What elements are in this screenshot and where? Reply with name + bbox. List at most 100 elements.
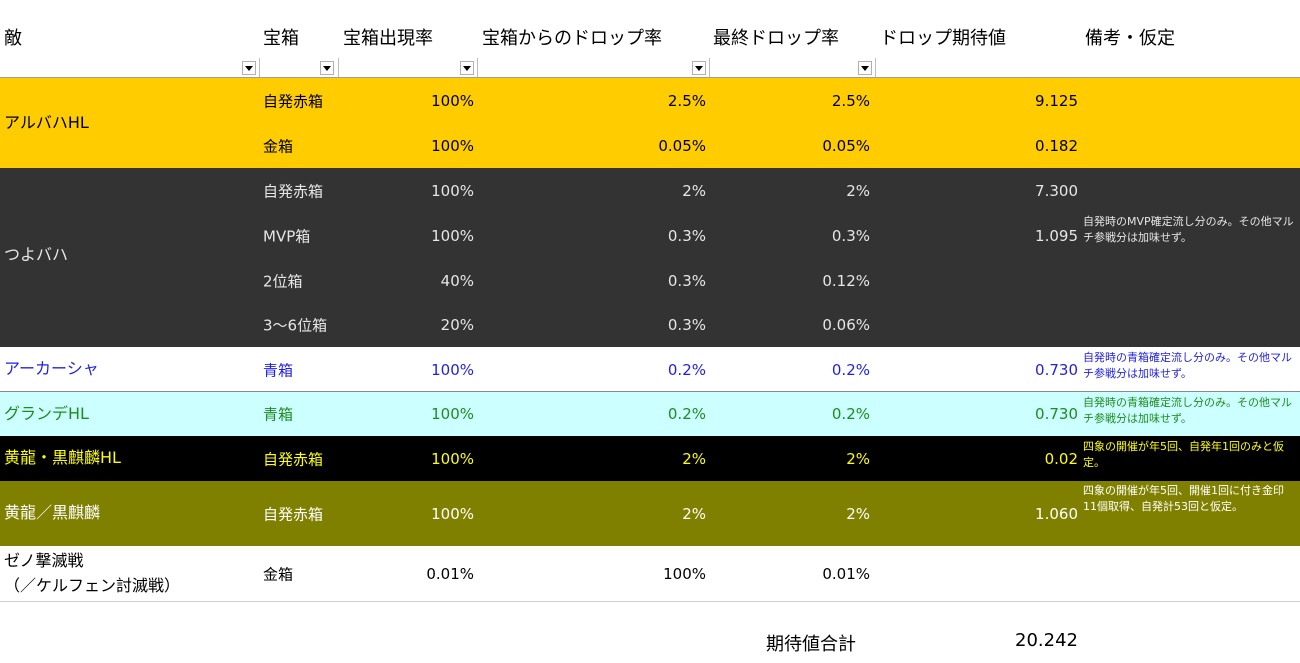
- cell-box[interactable]: 金箱: [263, 135, 293, 156]
- cell-notes[interactable]: 自発時の青箱確定流し分のみ。その他マルチ参戦分は加味せず。: [1083, 395, 1295, 427]
- cell-notes[interactable]: 自発時の青箱確定流し分のみ。その他マルチ参戦分は加味せず。: [1083, 350, 1295, 382]
- cell-expected[interactable]: 0.182: [1035, 137, 1078, 155]
- cell-notes[interactable]: 四象の開催が年5回、自発年1回のみと仮定。: [1083, 439, 1295, 471]
- chevron-down-icon: [695, 66, 703, 71]
- header-appear-rate[interactable]: 宝箱出現率: [343, 24, 433, 50]
- cell-appear-rate[interactable]: 20%: [441, 316, 474, 334]
- filter-dropdown-enemy[interactable]: [242, 61, 256, 75]
- cell-drop-rate[interactable]: 2%: [682, 450, 706, 468]
- group-akasha: アーカーシャ 青箱 100% 0.2% 0.2% 0.730 自発時の青箱確定流…: [0, 347, 1300, 392]
- cell-final-rate[interactable]: 0.05%: [822, 137, 870, 155]
- table-row[interactable]: 3〜6位箱 20% 0.3% 0.06%: [0, 302, 1300, 347]
- table-row[interactable]: 自発赤箱 100% 2.5% 2.5% 9.125: [0, 78, 1300, 123]
- chevron-down-icon: [861, 66, 869, 71]
- table-row[interactable]: 金箱 0.01% 100% 0.01%: [0, 551, 1300, 596]
- enemy-name[interactable]: 黄龍／黒麒麟: [4, 502, 100, 524]
- total-label[interactable]: 期待値合計: [766, 630, 856, 656]
- cell-appear-rate[interactable]: 100%: [431, 505, 474, 523]
- total-divider: [0, 601, 1300, 602]
- cell-appear-rate[interactable]: 100%: [431, 450, 474, 468]
- cell-box[interactable]: 自発赤箱: [263, 448, 323, 469]
- filter-dropdown-final-rate[interactable]: [858, 61, 872, 75]
- header-final-rate[interactable]: 最終ドロップ率: [713, 24, 839, 50]
- header-notes[interactable]: 備考・仮定: [1085, 24, 1175, 50]
- cell-drop-rate[interactable]: 100%: [663, 565, 706, 583]
- header-enemy[interactable]: 敵: [4, 24, 22, 50]
- cell-final-rate[interactable]: 2%: [846, 182, 870, 200]
- table-row[interactable]: 2位箱 40% 0.3% 0.12%: [0, 258, 1300, 303]
- cell-box[interactable]: 自発赤箱: [263, 180, 323, 201]
- cell-appear-rate[interactable]: 100%: [431, 405, 474, 423]
- cell-expected[interactable]: 9.125: [1035, 92, 1078, 110]
- filter-dropdown-drop-rate[interactable]: [692, 61, 706, 75]
- cell-drop-rate[interactable]: 0.3%: [668, 316, 706, 334]
- cell-expected[interactable]: 0.730: [1035, 361, 1078, 379]
- group-alba-hl: アルバハHL 自発赤箱 100% 2.5% 2.5% 9.125 金箱 100%…: [0, 78, 1300, 168]
- column-divider: [875, 58, 876, 78]
- cell-final-rate[interactable]: 0.01%: [822, 565, 870, 583]
- chevron-down-icon: [323, 66, 331, 71]
- enemy-name[interactable]: 黄龍・黒麒麟HL: [4, 447, 121, 469]
- cell-drop-rate[interactable]: 2%: [682, 505, 706, 523]
- cell-drop-rate[interactable]: 0.05%: [658, 137, 706, 155]
- cell-notes[interactable]: 自発時のMVP確定流し分のみ。その他マルチ参戦分は加味せず。: [1083, 214, 1295, 246]
- header-drop-rate[interactable]: 宝箱からのドロップ率: [482, 24, 662, 50]
- cell-appear-rate[interactable]: 40%: [441, 272, 474, 290]
- cell-final-rate[interactable]: 2%: [846, 505, 870, 523]
- header-row: 敵 宝箱 宝箱出現率 宝箱からのドロップ率 最終ドロップ率 ドロップ期待値 備考…: [0, 0, 1300, 78]
- cell-appear-rate[interactable]: 100%: [431, 361, 474, 379]
- cell-drop-rate[interactable]: 0.2%: [668, 361, 706, 379]
- cell-expected[interactable]: 1.060: [1035, 505, 1078, 523]
- cell-box[interactable]: MVP箱: [263, 225, 310, 246]
- filter-dropdown-appear-rate[interactable]: [460, 61, 474, 75]
- cell-expected[interactable]: 7.300: [1035, 182, 1078, 200]
- filter-dropdown-box[interactable]: [320, 61, 334, 75]
- cell-box[interactable]: 青箱: [263, 404, 293, 425]
- cell-notes[interactable]: 四象の開催が年5回、開催1回に付き金印11個取得、自発計53回と仮定。: [1083, 483, 1295, 515]
- column-divider: [338, 58, 339, 78]
- cell-appear-rate[interactable]: 100%: [431, 182, 474, 200]
- cell-expected[interactable]: 1.095: [1035, 227, 1078, 245]
- group-xeno: ゼノ撃滅戦 （／ケルフェン討滅戦） 金箱 0.01% 100% 0.01%: [0, 546, 1300, 602]
- column-divider: [477, 58, 478, 78]
- cell-appear-rate[interactable]: 0.01%: [426, 565, 474, 583]
- cell-final-rate[interactable]: 0.12%: [822, 272, 870, 290]
- cell-box[interactable]: 2位箱: [263, 270, 303, 291]
- column-divider: [709, 58, 710, 78]
- cell-box[interactable]: 3〜6位箱: [263, 314, 327, 335]
- cell-final-rate[interactable]: 0.2%: [832, 361, 870, 379]
- table-row[interactable]: 自発赤箱 100% 2% 2% 7.300: [0, 168, 1300, 213]
- table-row[interactable]: 金箱 100% 0.05% 0.05% 0.182: [0, 123, 1300, 168]
- cell-final-rate[interactable]: 2.5%: [832, 92, 870, 110]
- group-tsuyobaha: つよバハ 自発赤箱 100% 2% 2% 7.300 MVP箱 100% 0.3…: [0, 168, 1300, 347]
- header-expected[interactable]: ドロップ期待値: [880, 24, 1006, 50]
- cell-box[interactable]: 金箱: [263, 563, 293, 584]
- cell-expected[interactable]: 0.730: [1035, 405, 1078, 423]
- enemy-name[interactable]: グランデHL: [4, 403, 89, 425]
- column-divider: [259, 58, 260, 78]
- group-kouryu: 黄龍／黒麒麟 自発赤箱 100% 2% 2% 1.060 四象の開催が年5回、開…: [0, 481, 1300, 546]
- chevron-down-icon: [245, 66, 253, 71]
- cell-box[interactable]: 青箱: [263, 359, 293, 380]
- group-kouryu-hl: 黄龍・黒麒麟HL 自発赤箱 100% 2% 2% 0.02 四象の開催が年5回、…: [0, 436, 1300, 481]
- cell-expected[interactable]: 0.02: [1045, 450, 1078, 468]
- total-value[interactable]: 20.242: [1015, 630, 1078, 651]
- cell-final-rate[interactable]: 0.3%: [832, 227, 870, 245]
- cell-final-rate[interactable]: 2%: [846, 450, 870, 468]
- chevron-down-icon: [463, 66, 471, 71]
- cell-drop-rate[interactable]: 0.3%: [668, 272, 706, 290]
- cell-appear-rate[interactable]: 100%: [431, 137, 474, 155]
- cell-final-rate[interactable]: 0.06%: [822, 316, 870, 334]
- cell-drop-rate[interactable]: 2.5%: [668, 92, 706, 110]
- cell-box[interactable]: 自発赤箱: [263, 90, 323, 111]
- cell-final-rate[interactable]: 0.2%: [832, 405, 870, 423]
- cell-drop-rate[interactable]: 2%: [682, 182, 706, 200]
- header-box[interactable]: 宝箱: [263, 24, 299, 50]
- cell-appear-rate[interactable]: 100%: [431, 227, 474, 245]
- cell-box[interactable]: 自発赤箱: [263, 503, 323, 524]
- cell-drop-rate[interactable]: 0.2%: [668, 405, 706, 423]
- cell-drop-rate[interactable]: 0.3%: [668, 227, 706, 245]
- enemy-name[interactable]: アーカーシャ: [4, 358, 99, 380]
- cell-appear-rate[interactable]: 100%: [431, 92, 474, 110]
